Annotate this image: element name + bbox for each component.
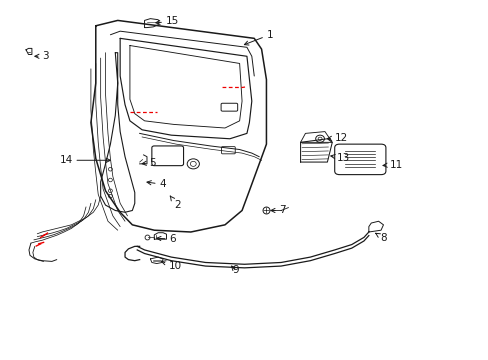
- Text: 11: 11: [382, 159, 402, 170]
- Text: 9: 9: [231, 265, 239, 275]
- Text: 12: 12: [327, 133, 347, 143]
- Text: 4: 4: [147, 179, 165, 189]
- Text: 3: 3: [35, 51, 49, 61]
- Text: 15: 15: [156, 17, 179, 27]
- Text: 1: 1: [244, 30, 272, 45]
- Text: 8: 8: [375, 233, 386, 243]
- Text: 2: 2: [170, 196, 180, 210]
- Text: 13: 13: [330, 153, 350, 163]
- Text: 7: 7: [270, 206, 285, 216]
- Text: 6: 6: [157, 234, 175, 244]
- Text: 14: 14: [60, 155, 110, 165]
- Text: 5: 5: [142, 158, 156, 168]
- Text: 10: 10: [161, 261, 182, 271]
